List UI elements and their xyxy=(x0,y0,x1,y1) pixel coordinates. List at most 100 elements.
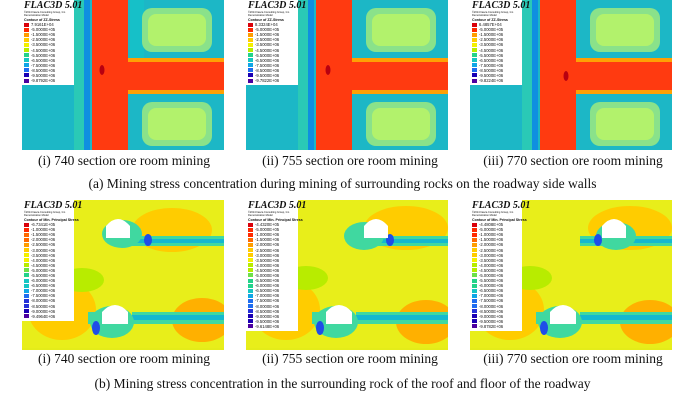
legend-row: -3.0000E+06 xyxy=(24,247,72,253)
legend-row: -2.0000E+06 xyxy=(248,242,296,247)
legend-swatch xyxy=(24,283,29,288)
legend-swatch xyxy=(472,288,477,293)
legend-value: -1.5000E+06 xyxy=(255,32,280,38)
software-title: FLAC3D 5.01 xyxy=(472,200,531,211)
stress-contour-a2: FLAC3D 5.01 ©2014 Itasca Consulting Grou… xyxy=(246,0,448,150)
legend-value: -1.5000E+06 xyxy=(479,237,504,243)
legend-row: -1.5000E+06 xyxy=(24,232,72,237)
legend-row: -8.5000E+06 xyxy=(248,68,296,73)
legend-row: -8.5000E+06 xyxy=(248,309,296,314)
legend-row: -8.0000E+06 xyxy=(248,304,296,309)
legend-row: -7.5000E+06 xyxy=(472,298,520,303)
legend-row: -7.5000E+06 xyxy=(248,298,296,303)
legend-value: -6.5000E+06 xyxy=(255,57,280,63)
legend-swatch xyxy=(472,227,477,232)
software-title: FLAC3D 5.01 xyxy=(472,0,531,11)
panel-caption-b2: (ii) 755 section ore room mining xyxy=(262,351,438,366)
legend-row: -2.5000E+06 xyxy=(24,242,72,247)
legend-swatch xyxy=(248,268,253,273)
model-line: Demonstration Model xyxy=(24,214,49,217)
legend-row: -7.5000E+06 xyxy=(472,63,520,68)
legend-row: -5.0000E+06 xyxy=(248,273,296,278)
legend-row: -5.0000E+05 xyxy=(472,27,520,32)
legend-value: -4.5000E+06 xyxy=(255,267,280,273)
legend-value: -3.5000E+06 xyxy=(31,42,56,48)
legend-swatch xyxy=(472,237,477,242)
legend-swatch xyxy=(472,283,477,288)
legend-swatch xyxy=(24,314,29,319)
panel-caption-b1: (i) 740 section ore room mining xyxy=(37,351,211,366)
model-line: Demonstration Model xyxy=(248,14,273,17)
legend-value: -3.0000E+06 xyxy=(479,252,504,258)
legend-row: -5.0000E+06 xyxy=(24,268,72,273)
contour-title: Contour of Min. Principal Stress xyxy=(472,218,527,222)
legend-row: -9.5000E+06 xyxy=(472,319,520,324)
organization-line: ©2014 Itasca Consulting Group, Inc. xyxy=(472,211,514,214)
legend-value: -1.0000E+06 xyxy=(255,232,280,238)
legend-row: -1.5000E+06 xyxy=(248,237,296,242)
legend-row: -7.0000E+06 xyxy=(248,293,296,298)
legend-row: -8.5000E+06 xyxy=(472,68,520,73)
legend-swatch xyxy=(24,53,29,58)
legend-row: -5.0000E+05 xyxy=(248,227,296,232)
software-title: FLAC3D 5.01 xyxy=(248,200,307,211)
legend-rows: 6.4857E+04 -5.0000E+05 -1.5000E+06 -2.5000E… xyxy=(472,22,520,83)
legend-value: -5.5000E+06 xyxy=(479,278,504,284)
legend-swatch xyxy=(24,304,29,309)
legend-row: -6.0000E+06 xyxy=(24,278,72,283)
software-title: FLAC3D 5.01 xyxy=(24,200,83,211)
model-line: Demonstration Model xyxy=(24,14,49,17)
legend-value: -5.5000E+06 xyxy=(31,52,56,58)
panel-caption-b3: (iii) 770 section ore room mining xyxy=(483,351,663,366)
legend-row: -6.5000E+06 xyxy=(24,58,72,63)
legend-value: -2.0000E+06 xyxy=(31,237,56,243)
legend-row: -7.5000E+06 xyxy=(24,63,72,68)
legend-row: -1.5000E+06 xyxy=(248,32,296,37)
legend-swatch xyxy=(24,42,29,47)
legend-row: -8.0000E+06 xyxy=(472,304,520,309)
legend-value: -4.4320E+05 xyxy=(255,222,280,228)
legend-rows: -4.4320E+05 -5.0000E+05 -1.0000E+06 -1.5000… xyxy=(248,222,296,329)
legend-row: -7.0000E+06 xyxy=(472,293,520,298)
legend-value: -6.5000E+06 xyxy=(31,283,56,289)
contour-legend: FLAC3D 5.01 ©2014 Itasca Consulting Grou… xyxy=(246,0,306,86)
legend-swatch xyxy=(248,288,253,293)
legend-value: -9.5000E+06 xyxy=(255,72,280,78)
legend-value: -9.8782E+06 xyxy=(479,323,504,329)
legend-swatch xyxy=(472,304,477,309)
contour-title: Contour of Min. Principal Stress xyxy=(24,218,79,222)
legend-swatch xyxy=(24,22,29,27)
legend-swatch xyxy=(248,63,253,68)
organization-line: ©2014 Itasca Consulting Group, Inc. xyxy=(24,211,66,214)
legend-row: -6.5000E+06 xyxy=(24,283,72,288)
legend-row: -6.5000E+06 xyxy=(472,58,520,63)
figure-caption-a: (a) Mining stress concentration during m… xyxy=(88,176,597,191)
legend-swatch xyxy=(248,58,253,63)
legend-swatch xyxy=(248,73,253,78)
legend-swatch xyxy=(24,68,29,73)
legend-swatch xyxy=(24,58,29,63)
legend-value: -4.0000E+06 xyxy=(255,262,280,268)
legend-swatch xyxy=(24,237,29,242)
legend-row: -9.4964E+06 xyxy=(24,314,72,319)
legend-swatch xyxy=(472,248,477,253)
legend-value: 8.3324E+04 xyxy=(255,22,278,28)
legend-value: -6.5000E+06 xyxy=(255,288,280,294)
legend-value: -7.5000E+06 xyxy=(255,298,280,304)
legend-row: -2.5000E+06 xyxy=(472,37,520,42)
legend-row: -8.5000E+06 xyxy=(24,304,72,309)
legend-rows: 8.3324E+04 -5.0000E+05 -1.5000E+06 -2.5000E… xyxy=(248,22,296,83)
legend-swatch xyxy=(24,27,29,32)
legend-swatch xyxy=(472,314,477,319)
legend-value: -6.7341E+05 xyxy=(31,222,56,228)
legend-swatch xyxy=(472,32,477,37)
legend-value: -1.0000E+06 xyxy=(479,232,504,238)
legend-swatch xyxy=(248,27,253,32)
legend-value: -4.5000E+06 xyxy=(479,47,504,53)
legend-row: -5.5000E+06 xyxy=(472,278,520,283)
legend-value: 6.4857E+04 xyxy=(479,22,502,28)
legend-swatch xyxy=(24,309,29,314)
legend-row: -6.5000E+06 xyxy=(248,58,296,63)
legend-value: -6.5000E+06 xyxy=(479,57,504,63)
legend-value: -3.0000E+06 xyxy=(255,252,280,258)
